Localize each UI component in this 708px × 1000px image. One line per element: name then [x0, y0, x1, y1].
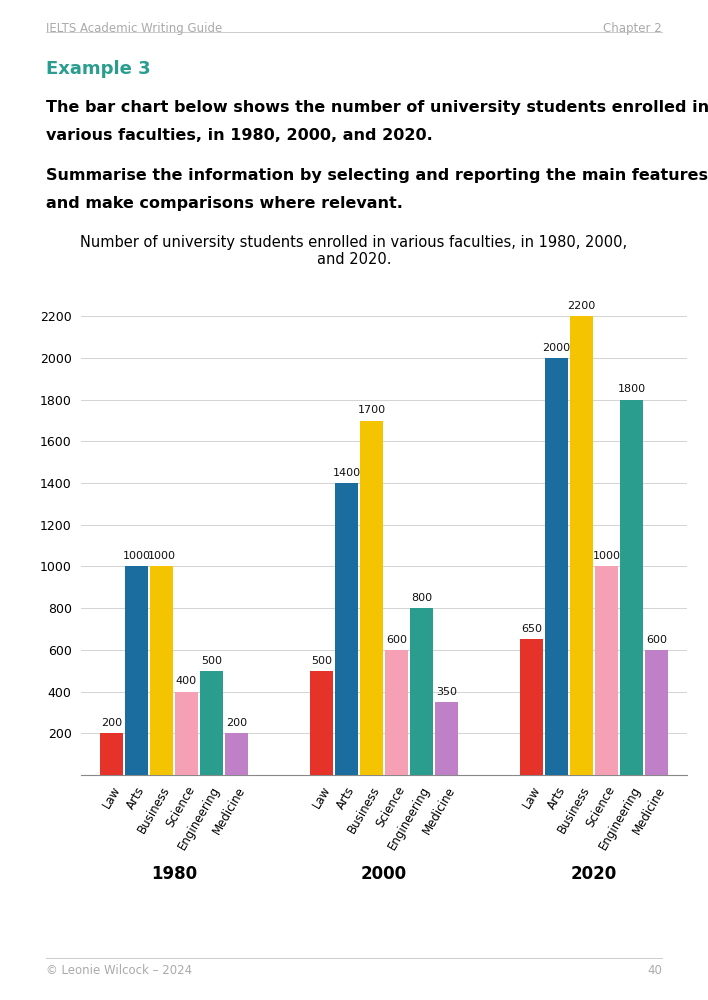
Text: and 2020.: and 2020. [316, 252, 392, 267]
Text: and make comparisons where relevant.: and make comparisons where relevant. [46, 196, 403, 211]
Text: 1000: 1000 [147, 551, 176, 561]
Text: 1700: 1700 [358, 405, 386, 415]
Bar [545, 358, 568, 775]
Text: © Leonie Wilcock – 2024: © Leonie Wilcock – 2024 [46, 964, 192, 977]
Bar [100, 733, 122, 775]
Text: Chapter 2: Chapter 2 [603, 22, 662, 35]
Text: 1980: 1980 [151, 865, 197, 883]
Text: 350: 350 [436, 687, 457, 697]
Bar [175, 692, 198, 775]
Bar [646, 650, 668, 775]
Bar [310, 671, 333, 775]
Text: Number of university students enrolled in various faculties, in 1980, 2000,: Number of university students enrolled i… [81, 235, 627, 250]
Text: 650: 650 [521, 624, 542, 634]
Text: 400: 400 [176, 676, 197, 686]
Bar [520, 639, 543, 775]
Text: 1000: 1000 [593, 551, 621, 561]
Bar [620, 400, 643, 775]
Text: 600: 600 [646, 635, 667, 645]
Bar [435, 702, 458, 775]
Text: 2200: 2200 [568, 301, 596, 311]
Text: Example 3: Example 3 [46, 60, 151, 78]
Text: 2020: 2020 [571, 865, 617, 883]
Text: 800: 800 [411, 593, 432, 603]
Text: 2000: 2000 [361, 865, 407, 883]
Text: various faculties, in 1980, 2000, and 2020.: various faculties, in 1980, 2000, and 20… [46, 128, 433, 143]
Text: 500: 500 [311, 656, 332, 666]
Bar [150, 566, 173, 775]
Bar [385, 650, 408, 775]
Text: Summarise the information by selecting and reporting the main features: Summarise the information by selecting a… [46, 168, 708, 183]
Text: 1800: 1800 [617, 384, 646, 394]
Bar [336, 483, 358, 775]
Text: 600: 600 [386, 635, 407, 645]
Text: 1000: 1000 [122, 551, 151, 561]
Bar [571, 316, 593, 775]
Bar [125, 566, 148, 775]
Bar [225, 733, 248, 775]
Text: 200: 200 [226, 718, 247, 728]
Text: The bar chart below shows the number of university students enrolled in: The bar chart below shows the number of … [46, 100, 708, 115]
Text: 500: 500 [201, 656, 222, 666]
Text: IELTS Academic Writing Guide: IELTS Academic Writing Guide [46, 22, 222, 35]
Text: 200: 200 [101, 718, 122, 728]
Text: 40: 40 [647, 964, 662, 977]
Bar [360, 421, 383, 775]
Text: 1400: 1400 [333, 468, 360, 478]
Bar [595, 566, 618, 775]
Bar [411, 608, 433, 775]
Text: 2000: 2000 [542, 343, 571, 353]
Bar [200, 671, 223, 775]
